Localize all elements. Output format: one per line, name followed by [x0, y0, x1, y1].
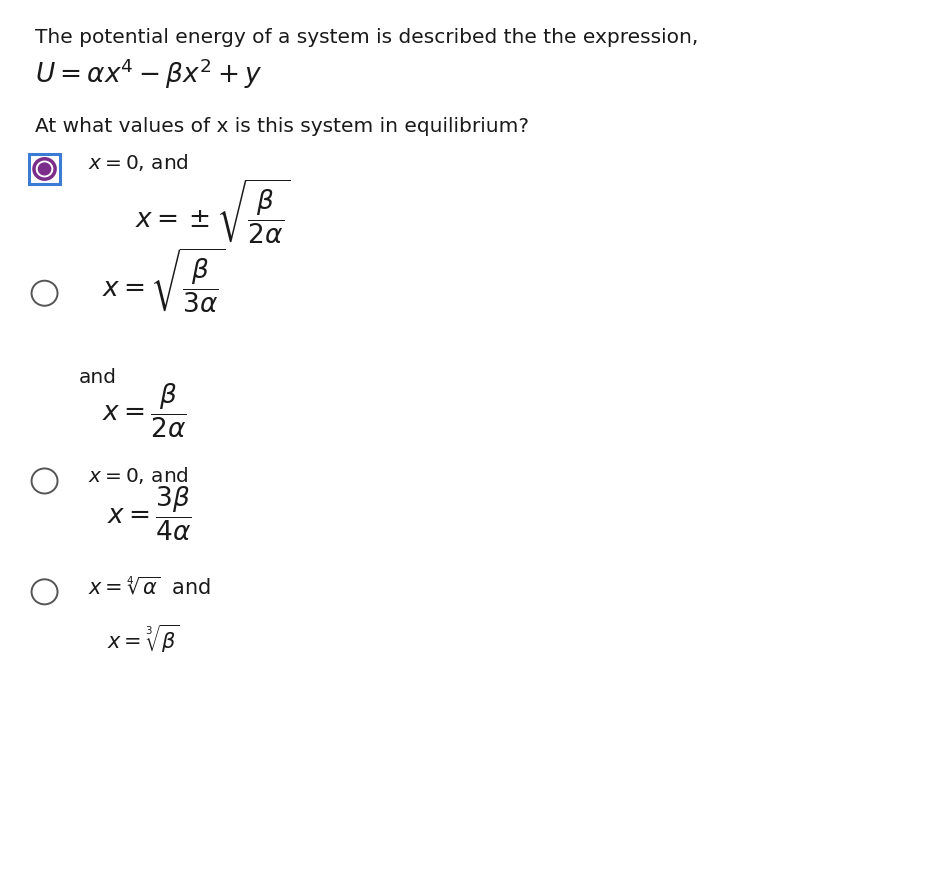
Text: $x = \dfrac{3\beta}{4\alpha}$: $x = \dfrac{3\beta}{4\alpha}$ — [107, 485, 191, 544]
Text: $x = \sqrt[3]{\beta}$: $x = \sqrt[3]{\beta}$ — [107, 623, 179, 655]
Text: At what values of x is this system in equilibrium?: At what values of x is this system in eq… — [35, 117, 528, 137]
Text: and: and — [79, 367, 117, 387]
Text: $x = 0$, and: $x = 0$, and — [88, 465, 189, 486]
Circle shape — [38, 163, 51, 175]
Text: The potential energy of a system is described the the expression,: The potential energy of a system is desc… — [35, 28, 698, 47]
Text: $x = \pm\sqrt{\dfrac{\beta}{2\alpha}}$: $x = \pm\sqrt{\dfrac{\beta}{2\alpha}}$ — [134, 178, 290, 248]
Text: $U = \alpha x^4 - \beta x^2 + y$: $U = \alpha x^4 - \beta x^2 + y$ — [35, 56, 262, 90]
Text: $x = \dfrac{\beta}{2\alpha}$: $x = \dfrac{\beta}{2\alpha}$ — [102, 382, 186, 441]
Text: $x = \sqrt[4]{\alpha}$  and: $x = \sqrt[4]{\alpha}$ and — [88, 577, 211, 598]
Text: $x = \sqrt{\dfrac{\beta}{3\alpha}}$: $x = \sqrt{\dfrac{\beta}{3\alpha}}$ — [102, 247, 225, 316]
FancyBboxPatch shape — [29, 154, 60, 184]
Text: $x = 0$, and: $x = 0$, and — [88, 152, 189, 173]
